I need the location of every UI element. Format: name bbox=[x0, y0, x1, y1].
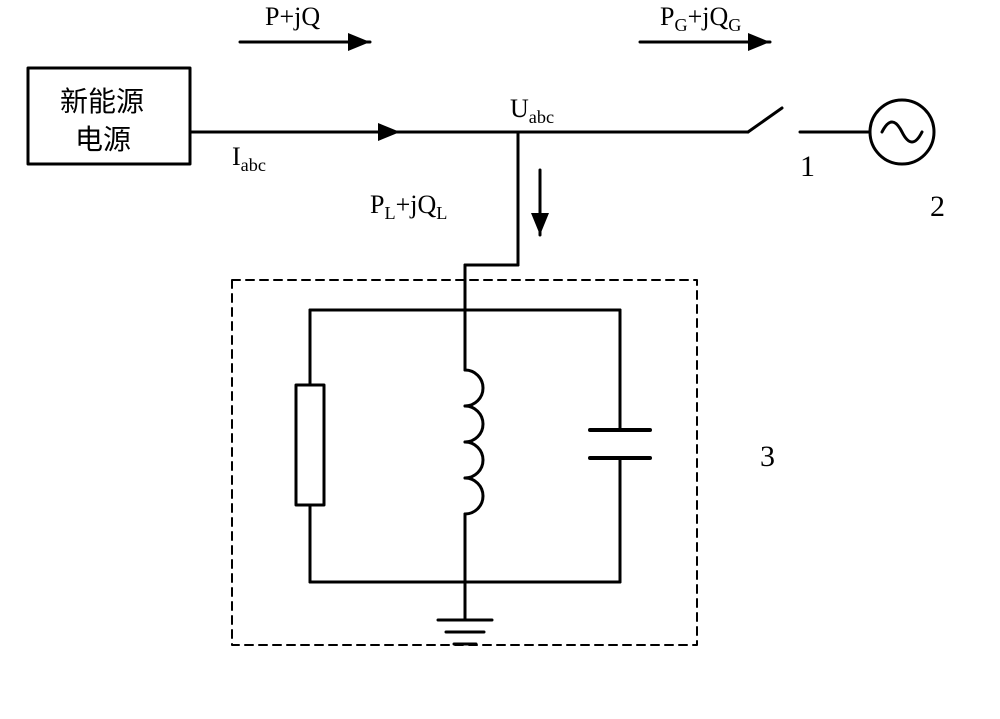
power-load-arrow bbox=[531, 170, 549, 235]
circuit-svg bbox=[0, 0, 1000, 719]
resistor-branch bbox=[296, 310, 324, 582]
source-label-line2: 电源 bbox=[75, 118, 131, 158]
grid-number-label: 2 bbox=[930, 190, 945, 224]
bus-arrowhead bbox=[378, 123, 400, 141]
inductor-branch bbox=[465, 310, 483, 582]
power-in-arrow bbox=[240, 33, 370, 51]
capacitor-branch bbox=[590, 310, 650, 582]
switch-number-label: 1 bbox=[800, 150, 815, 184]
ground-icon bbox=[438, 582, 492, 644]
source-label-line1: 新能源 bbox=[60, 80, 144, 120]
power-grid-label: PG+jQG bbox=[660, 2, 741, 36]
power-in-label: P+jQ bbox=[265, 2, 320, 32]
load-number-label: 3 bbox=[760, 440, 775, 474]
power-load-label: PL+jQL bbox=[370, 190, 447, 224]
voltage-label: Uabc bbox=[510, 94, 554, 128]
current-label: Iabc bbox=[232, 142, 266, 176]
switch-blade bbox=[748, 108, 782, 132]
